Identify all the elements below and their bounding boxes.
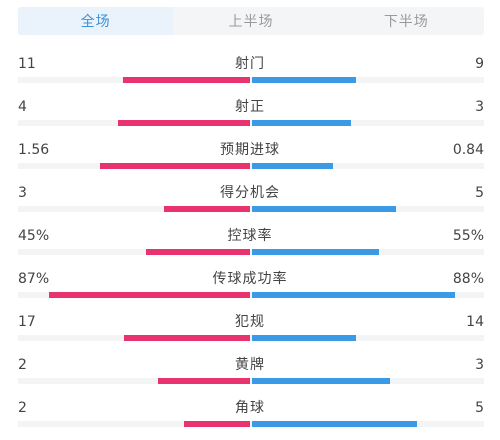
stat-row: 2 黄牌 3: [0, 356, 500, 396]
home-bar: [158, 378, 250, 384]
stat-bar-track: [18, 120, 484, 126]
home-bar: [164, 206, 250, 212]
home-value: 45%: [18, 228, 50, 244]
away-value: 5: [475, 400, 484, 416]
stat-bar-track: [18, 378, 484, 384]
home-bar: [123, 77, 250, 83]
tab-full-match[interactable]: 全场: [18, 7, 174, 35]
stat-row: 3 得分机会 5: [0, 184, 500, 224]
away-value: 88%: [452, 271, 484, 287]
home-value: 11: [18, 56, 36, 72]
stat-bar-track: [18, 206, 484, 212]
stat-row: 4 射正 3: [0, 98, 500, 138]
away-bar: [252, 206, 396, 212]
stat-bar-track: [18, 77, 484, 83]
home-value: 87%: [18, 271, 50, 287]
home-value: 17: [18, 314, 36, 330]
stat-bar-track: [18, 421, 484, 427]
tab-second-half[interactable]: 下半场: [383, 14, 429, 30]
stat-bar-track: [18, 292, 484, 298]
stat-row: 11 射门 9: [0, 55, 500, 95]
away-bar: [252, 77, 356, 83]
away-value: 14: [466, 314, 484, 330]
period-tabs: 全场 上半场 下半场: [18, 7, 484, 35]
stat-label: 控球率: [227, 228, 273, 244]
home-bar: [118, 120, 250, 126]
stat-label: 得分机会: [220, 185, 280, 201]
away-bar: [252, 421, 417, 427]
stat-label: 预期进球: [220, 142, 280, 158]
stat-label: 传球成功率: [212, 271, 288, 287]
stat-bar-track: [18, 163, 484, 169]
home-bar: [49, 292, 250, 298]
stat-label: 犯规: [235, 314, 265, 330]
away-bar: [252, 335, 356, 341]
away-value: 5: [475, 185, 484, 201]
stat-label: 角球: [235, 400, 265, 416]
stat-label: 射正: [235, 99, 265, 115]
away-value: 3: [475, 357, 484, 373]
away-bar: [252, 292, 455, 298]
away-value: 3: [475, 99, 484, 115]
stat-row: 1.56 预期进球 0.84: [0, 141, 500, 181]
home-value: 3: [18, 185, 27, 201]
away-bar: [252, 249, 379, 255]
stat-row: 87% 传球成功率 88%: [0, 270, 500, 310]
stat-bar-track: [18, 335, 484, 341]
home-value: 2: [18, 357, 27, 373]
away-value: 0.84: [452, 142, 484, 158]
stat-row: 45% 控球率 55%: [0, 227, 500, 267]
stat-bar-track: [18, 249, 484, 255]
home-bar: [124, 335, 250, 341]
stat-label: 黄牌: [235, 357, 265, 373]
stat-row: 17 犯规 14: [0, 313, 500, 353]
home-bar: [100, 163, 250, 169]
tab-first-half[interactable]: 上半场: [228, 14, 274, 30]
away-bar: [252, 163, 333, 169]
home-value: 1.56: [18, 142, 50, 158]
home-value: 4: [18, 99, 27, 115]
away-bar: [252, 378, 390, 384]
away-bar: [252, 120, 351, 126]
home-bar: [146, 249, 250, 255]
home-bar: [184, 421, 250, 427]
away-value: 9: [475, 56, 484, 72]
away-value: 55%: [452, 228, 484, 244]
home-value: 2: [18, 400, 27, 416]
stat-label: 射门: [235, 56, 265, 72]
stat-row: 2 角球 5: [0, 399, 500, 439]
